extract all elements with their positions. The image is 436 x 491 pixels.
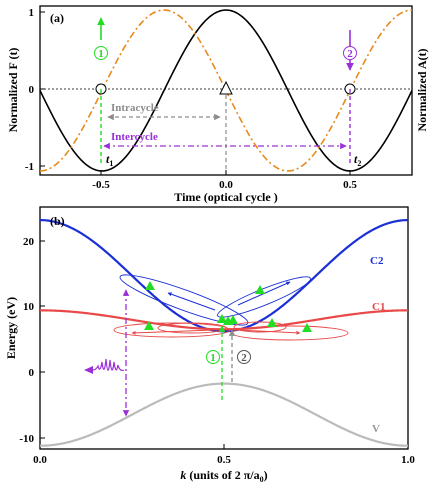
a-ytick-1: 0 <box>29 84 35 96</box>
a-xtick-1: 0.0 <box>219 179 233 191</box>
t1-label: t1 <box>106 152 113 168</box>
photon-arrowhead <box>84 366 93 374</box>
panel-a-label: (a) <box>50 11 64 25</box>
label-c2: C2 <box>370 255 384 267</box>
b-xtick-0: 0.0 <box>33 454 47 466</box>
panel-b-label: (b) <box>50 214 65 228</box>
red-arrow-left <box>131 329 215 335</box>
circle-number-1-text: 1 <box>98 48 104 60</box>
panel-a-ticks <box>40 11 351 175</box>
photon-wave <box>92 358 125 372</box>
b-ytick-0: 20 <box>23 236 35 248</box>
a-ytick-0: 1 <box>29 7 35 19</box>
a-xlabel: Time (optical cycle ) <box>174 190 277 204</box>
a-ylabel-right: Normalized A(t) <box>415 49 429 132</box>
circle-number-1 <box>94 46 108 60</box>
t2-label: t2 <box>354 152 361 168</box>
label-v: V <box>372 423 380 435</box>
a-xtick-0: -0.5 <box>92 179 110 191</box>
b-ytick-3: -10 <box>19 433 34 445</box>
circle-number-2-text: 2 <box>347 48 353 60</box>
b-ylabel: Energy (eV) <box>4 297 18 359</box>
b-ytick-2: 0 <box>29 367 35 379</box>
a-ylabel-left: Normalized F (t) <box>6 48 20 133</box>
red-orbit-left-inner <box>157 322 227 334</box>
b-ytick-1: 10 <box>23 301 35 313</box>
green-triangle-markers <box>144 281 312 332</box>
b-circle-number-2 <box>237 350 251 364</box>
red-arrow-right <box>237 329 301 335</box>
a-xtick-2: 0.5 <box>343 179 357 191</box>
b-circle-number-1-text: 1 <box>210 352 216 364</box>
b-xtick-1: 0.5 <box>217 454 231 466</box>
panel-b-ticks <box>40 240 225 449</box>
blue-orbit-right <box>217 276 311 318</box>
b-circle-number-2-text: 2 <box>241 352 247 364</box>
label-c1: C1 <box>372 301 385 313</box>
panel-a: 1 2 Intracycle Intercycle t1 t2 -0.5 0.0… <box>6 5 429 204</box>
circle-number-2 <box>343 46 357 60</box>
band-v-curve <box>39 382 409 447</box>
intracycle-label: Intracycle <box>111 102 159 114</box>
red-orbit-right-inner <box>233 321 287 333</box>
a-ytick-2: -1 <box>25 161 34 173</box>
b-xtick-2: 1.0 <box>401 454 415 466</box>
panel-b: C2 C1 V <box>4 206 415 484</box>
blue-orbit-left <box>119 274 249 326</box>
blue-arrow-left <box>167 292 216 311</box>
intercycle-label: Intercycle <box>111 131 158 143</box>
b-xlabel: k (units of 2 π/a0) <box>180 468 267 484</box>
marker-triangle-center <box>219 80 233 95</box>
b-circle-number-1 <box>206 350 220 364</box>
